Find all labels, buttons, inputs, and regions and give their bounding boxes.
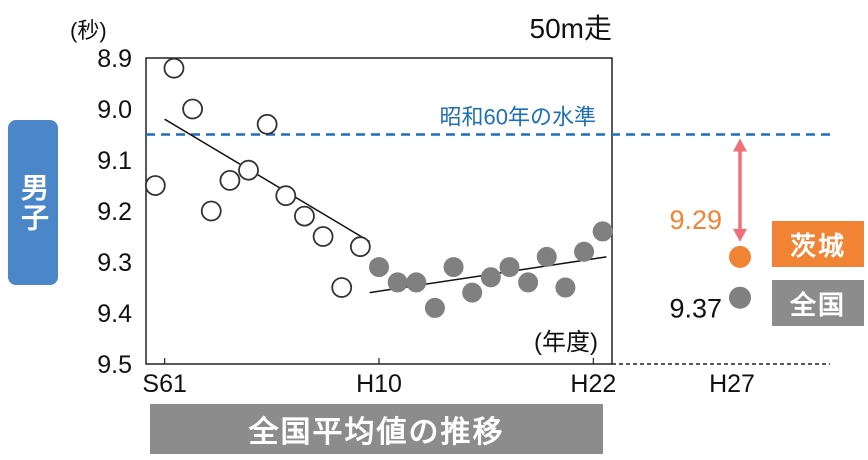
x-tick-label: H27 [709,370,755,398]
h27-ibaraki-point [729,245,751,268]
data-point-open [238,159,259,181]
y-tick-label: 9.4 [97,300,132,328]
data-point-open [182,98,204,120]
h27-national-value: 9.37 [669,294,722,324]
data-point-filled [462,282,483,303]
data-point-open [144,175,166,196]
data-point-filled [406,272,427,293]
data-point-filled [518,272,539,293]
y-tick-label: 9.3 [97,249,132,277]
data-point-filled [574,241,595,262]
data-point-filled [424,297,445,318]
y-tick-label: 9.2 [97,198,132,226]
data-point-filled [369,257,389,278]
data-point-open [200,200,222,222]
trend-line [164,118,371,243]
x-tick-label: H10 [356,370,402,398]
data-point-open [219,169,241,191]
gap-arrow-head-up [733,138,747,152]
y-tick-label: 9.1 [97,147,132,175]
data-point-open [331,277,353,298]
data-point-filled [387,272,408,293]
x-axis-label: (年度) [534,329,598,356]
h27-ibaraki-value: 9.29 [669,205,722,235]
data-point-open [163,57,185,79]
y-tick-label: 9.0 [97,96,132,124]
data-point-filled [555,277,576,298]
h27-national-point [729,286,751,309]
national-badge: 全国 [772,280,864,326]
x-tick-label: S61 [142,370,186,398]
data-point-filled [536,246,557,267]
y-tick-label: 9.5 [97,351,132,379]
data-point-open [256,113,278,135]
data-point-open [349,236,371,258]
chart-title: 50m走 [530,13,612,44]
gender-tag: 男子 [8,120,58,285]
data-point-filled [592,221,613,242]
footer-banner: 全国平均値の推移 [150,404,603,454]
y-tick-label: 8.9 [97,45,132,73]
gap-arrow-head-down [733,228,747,242]
unit-label: (秒) [70,18,107,43]
data-point-filled [499,257,520,278]
data-point-filled [443,257,464,278]
data-point-open [275,185,297,207]
data-point-open [312,226,334,247]
x-tick-label: H22 [570,370,616,398]
ibaraki-badge: 茨城 [772,221,864,267]
reference-line-label: 昭和60年の水準 [440,105,596,130]
data-point-open [294,205,315,227]
data-point-filled [480,267,501,288]
